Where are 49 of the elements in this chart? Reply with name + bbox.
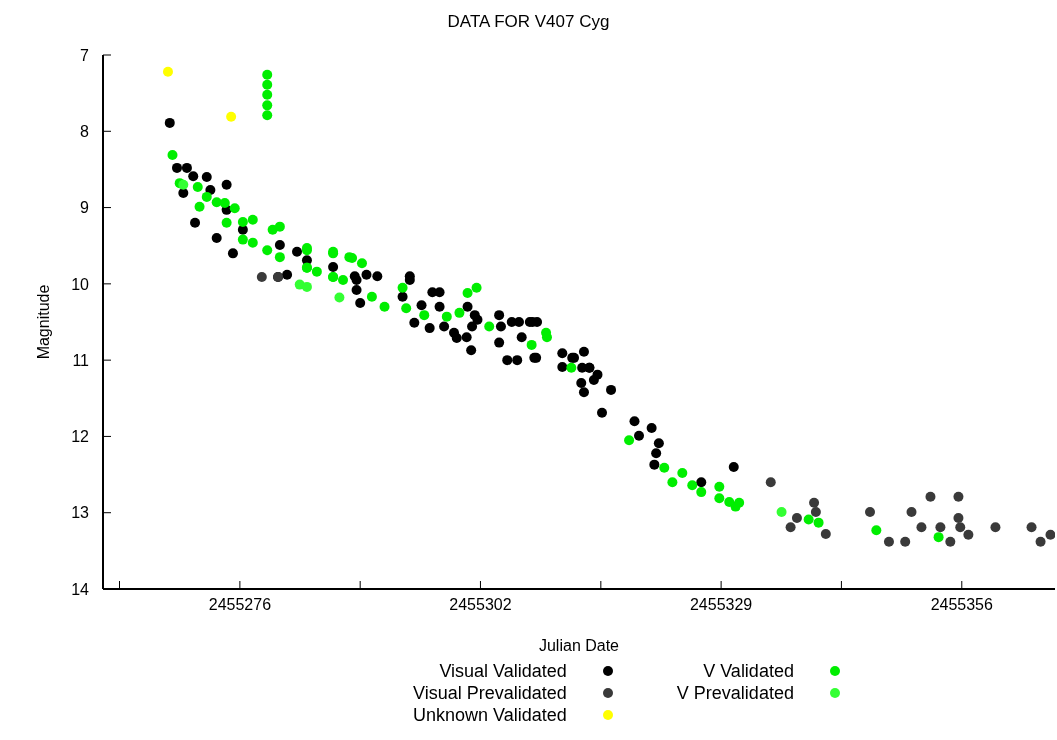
y-tick-label: 14 [71, 580, 90, 598]
x-tick-label: 2455276 [208, 596, 272, 614]
point [226, 111, 237, 122]
point [791, 513, 802, 524]
y-tick-label: 8 [80, 122, 90, 140]
y-tick-label: 12 [71, 428, 90, 446]
y-tick-label: 9 [80, 199, 90, 217]
point [1026, 522, 1037, 533]
point [883, 536, 894, 547]
point [820, 529, 831, 540]
point [900, 536, 911, 547]
x-tick-label: 2455302 [449, 596, 512, 614]
point [301, 281, 312, 292]
point [178, 179, 189, 190]
y-tick-label: 11 [72, 351, 90, 369]
point [935, 522, 946, 533]
point [990, 522, 1001, 533]
point [1035, 536, 1046, 547]
point [963, 529, 974, 540]
point [925, 491, 936, 502]
point [256, 271, 267, 282]
point [865, 506, 876, 517]
point [955, 522, 966, 533]
y-axis-title: Magnitude [34, 284, 52, 360]
y-tick-label: 10 [71, 275, 90, 293]
point [1045, 529, 1055, 540]
legend-label: Unknown Validated [413, 704, 567, 726]
point [906, 506, 917, 517]
y-tick-label: 13 [71, 504, 90, 522]
chart-title: DATA FOR V407 Cyg [446, 12, 611, 32]
x-axis-title: Julian Date [538, 637, 620, 654]
x-tick-label: 2455329 [689, 596, 753, 614]
point [916, 522, 927, 533]
point [809, 497, 820, 508]
point [776, 506, 787, 517]
point [785, 522, 796, 533]
x-tick-label: 2455356 [930, 596, 994, 614]
point [334, 292, 345, 303]
legend-label: Visual Prevalidated [413, 682, 567, 704]
point [953, 513, 964, 524]
legend-label: V Prevalidated [676, 682, 794, 704]
point [765, 477, 776, 488]
legend-label: V Validated [703, 660, 794, 682]
point [810, 506, 821, 517]
point [953, 491, 964, 502]
point [162, 66, 173, 77]
legend-label: Visual Validated [439, 660, 567, 682]
y-tick-label: 7 [80, 46, 90, 64]
point [945, 536, 956, 547]
